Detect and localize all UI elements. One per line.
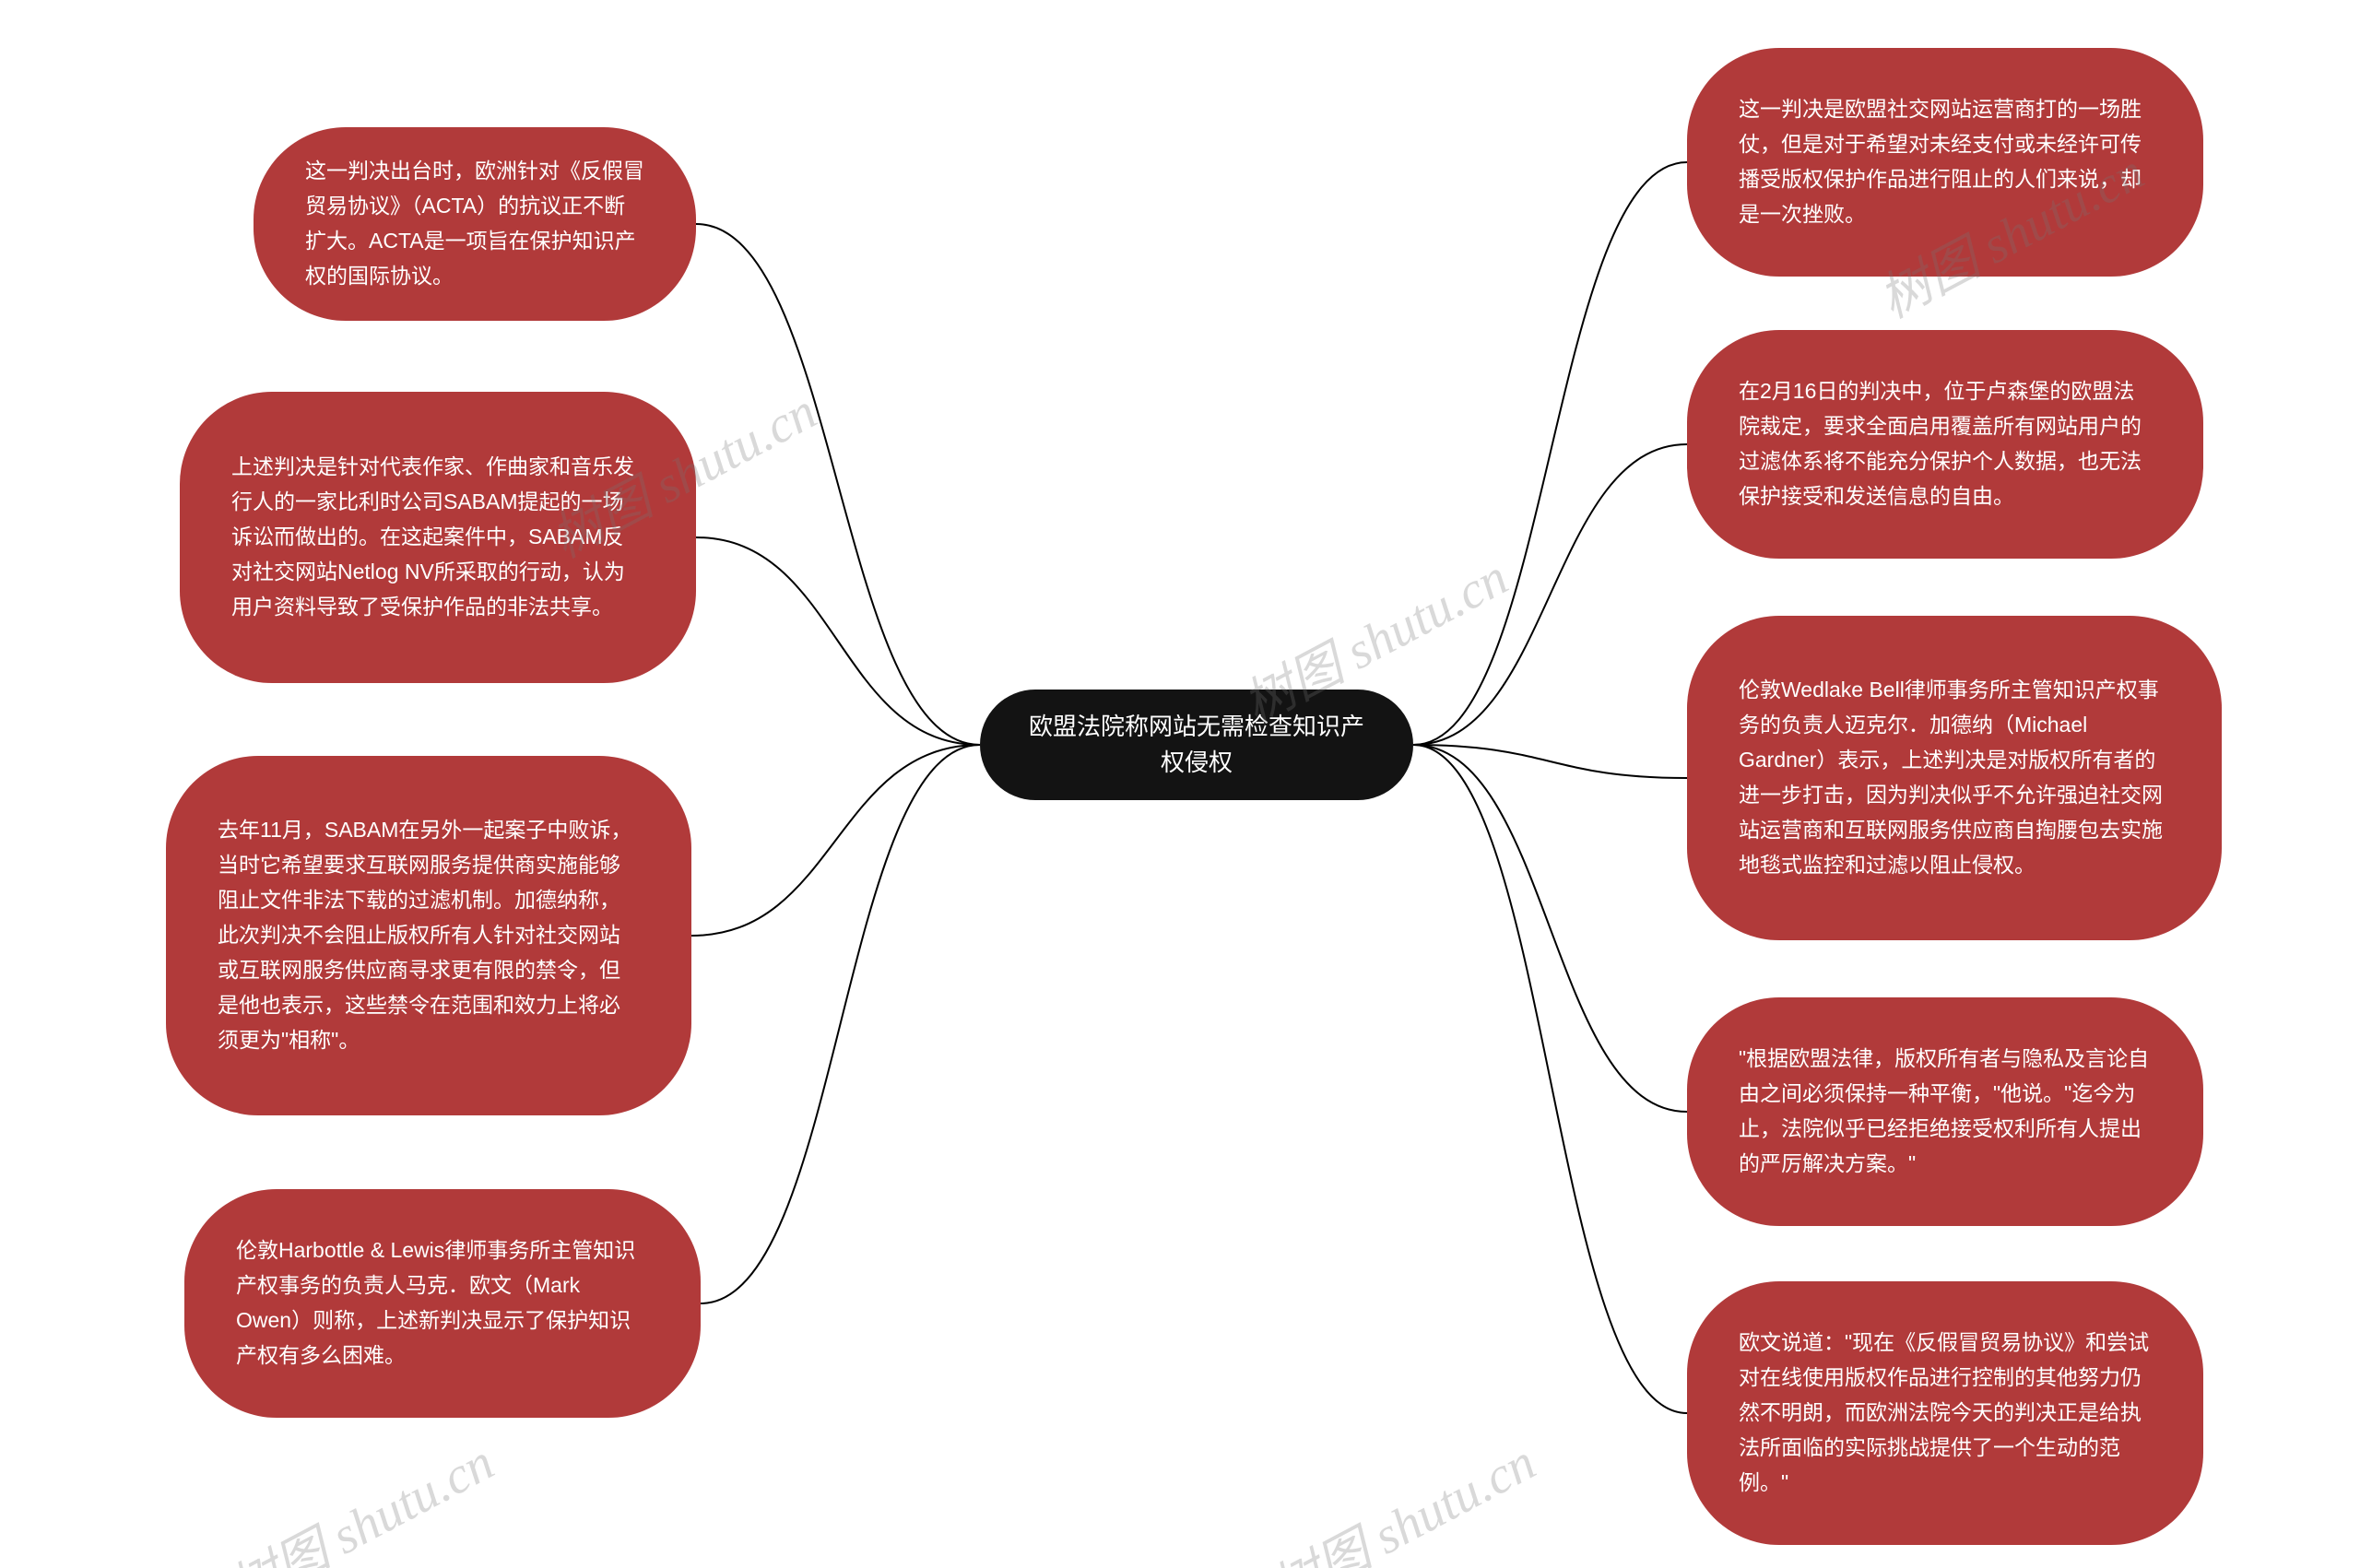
connector <box>1413 444 1687 745</box>
connector <box>691 745 980 936</box>
left-node-1: 上述判决是针对代表作家、作曲家和音乐发行人的一家比利时公司SABAM提起的一场诉… <box>180 392 696 683</box>
right-node-3: "根据欧盟法律，版权所有者与隐私及言论自由之间必须保持一种平衡，"他说。"迄今为… <box>1687 997 2203 1226</box>
right-node-1: 在2月16日的判决中，位于卢森堡的欧盟法院裁定，要求全面启用覆盖所有网站用户的过… <box>1687 330 2203 559</box>
connector <box>701 745 980 1303</box>
right-node-4: 欧文说道："现在《反假冒贸易协议》和尝试对在线使用版权作品进行控制的其他努力仍然… <box>1687 1281 2203 1545</box>
center-node: 欧盟法院称网站无需检查知识产权侵权 <box>980 690 1413 800</box>
watermark-1: 树图 shutu.cn <box>214 1421 504 1568</box>
connector <box>1413 745 1687 1413</box>
left-node-2: 去年11月，SABAM在另外一起案子中败诉，当时它希望要求互联网服务提供商实施能… <box>166 756 691 1115</box>
connector <box>696 224 980 745</box>
right-node-2: 伦敦Wedlake Bell律师事务所主管知识产权事务的负责人迈克尔．加德纳（M… <box>1687 616 2222 940</box>
connector <box>1413 745 1687 778</box>
right-node-0: 这一判决是欧盟社交网站运营商打的一场胜仗，但是对于希望对未经支付或未经许可传播受… <box>1687 48 2203 277</box>
connector <box>696 537 980 745</box>
connector <box>1413 745 1687 1112</box>
watermark-3: 树图 shutu.cn <box>1256 1421 1546 1568</box>
left-node-3: 伦敦Harbottle & Lewis律师事务所主管知识产权事务的负责人马克．欧… <box>184 1189 701 1418</box>
left-node-0: 这一判决出台时，欧洲针对《反假冒贸易协议》（ACTA）的抗议正不断扩大。ACTA… <box>254 127 696 321</box>
connector <box>1413 162 1687 745</box>
